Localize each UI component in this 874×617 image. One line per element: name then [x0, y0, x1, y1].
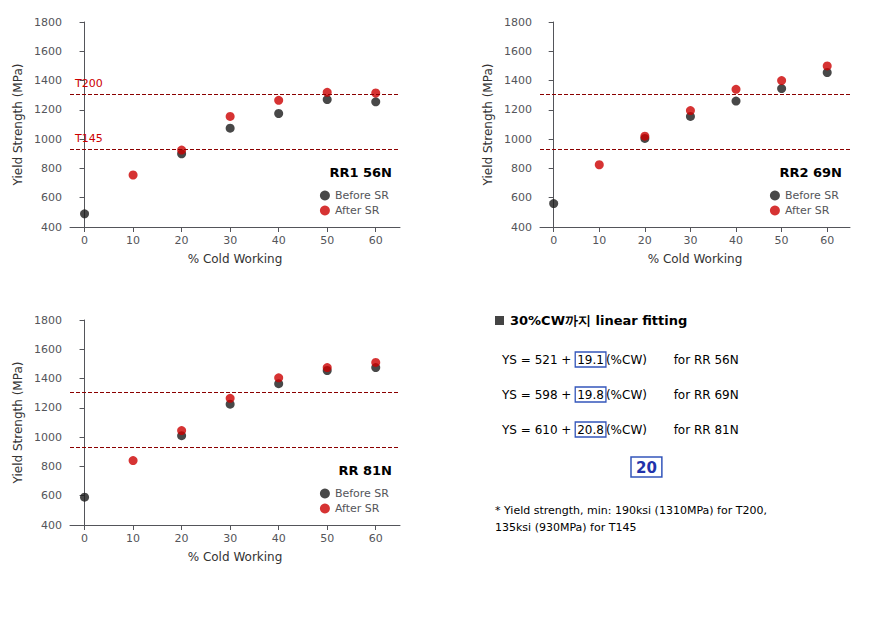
svg-text:RR 81N: RR 81N	[338, 463, 392, 478]
svg-text:60: 60	[820, 234, 834, 247]
svg-text:1600: 1600	[34, 343, 62, 356]
svg-text:1000: 1000	[34, 431, 62, 444]
svg-text:1800: 1800	[504, 16, 532, 29]
svg-text:400: 400	[511, 221, 532, 234]
svg-text:30: 30	[683, 234, 697, 247]
svg-text:YS = 521 +: YS = 521 +	[501, 353, 575, 367]
svg-text:RR2 69N: RR2 69N	[779, 165, 842, 180]
svg-text:0: 0	[81, 234, 88, 247]
svg-text:20: 20	[636, 459, 657, 477]
svg-text:600: 600	[41, 191, 62, 204]
svg-text:Yield Strength (MPa): Yield Strength (MPa)	[481, 64, 495, 187]
svg-text:1800: 1800	[34, 16, 62, 29]
svg-text:(%CW) for RR 81N: (%CW) for RR 81N	[606, 423, 739, 437]
svg-text:YS = 610 +: YS = 610 +	[501, 423, 575, 437]
svg-text:600: 600	[41, 489, 62, 502]
svg-text:30: 30	[223, 532, 237, 545]
svg-text:0: 0	[81, 532, 88, 545]
svg-text:YS = 598 +: YS = 598 +	[501, 388, 575, 402]
svg-text:600: 600	[511, 191, 532, 204]
svg-text:% Cold Working: % Cold Working	[188, 550, 283, 564]
svg-text:Yield Strength (MPa): Yield Strength (MPa)	[11, 64, 25, 187]
svg-text:1600: 1600	[504, 45, 532, 58]
svg-text:* Yield strength, min: 190ksi: * Yield strength, min: 190ksi (1310MPa) …	[495, 504, 767, 517]
svg-text:60: 60	[369, 234, 383, 247]
svg-text:19.8: 19.8	[577, 388, 604, 402]
svg-text:40: 40	[729, 234, 743, 247]
svg-text:1600: 1600	[34, 45, 62, 58]
svg-text:After SR: After SR	[785, 204, 830, 217]
svg-text:1400: 1400	[504, 74, 532, 87]
svg-text:20.8: 20.8	[577, 423, 604, 437]
svg-text:1200: 1200	[34, 103, 62, 116]
svg-text:1000: 1000	[34, 133, 62, 146]
svg-text:60: 60	[369, 532, 383, 545]
svg-text:30: 30	[223, 234, 237, 247]
svg-text:(%CW) for RR 56N: (%CW) for RR 56N	[606, 353, 739, 367]
svg-text:1400: 1400	[34, 74, 62, 87]
svg-text:% Cold Working: % Cold Working	[188, 252, 283, 266]
svg-text:1200: 1200	[504, 103, 532, 116]
svg-text:1800: 1800	[34, 314, 62, 327]
svg-text:800: 800	[511, 162, 532, 175]
svg-text:10: 10	[592, 234, 606, 247]
svg-text:(%CW) for RR 69N: (%CW) for RR 69N	[606, 388, 739, 402]
svg-text:T200: T200	[74, 77, 103, 90]
svg-text:Before SR: Before SR	[785, 189, 839, 202]
svg-text:800: 800	[41, 162, 62, 175]
svg-text:% Cold Working: % Cold Working	[648, 252, 743, 266]
svg-text:40: 40	[272, 234, 286, 247]
svg-text:Before SR: Before SR	[335, 487, 389, 500]
svg-text:1400: 1400	[34, 372, 62, 385]
svg-text:0: 0	[550, 234, 557, 247]
svg-text:19.1: 19.1	[577, 353, 604, 367]
svg-text:800: 800	[41, 460, 62, 473]
svg-text:20: 20	[175, 234, 189, 247]
svg-text:After SR: After SR	[335, 502, 380, 515]
svg-text:40: 40	[272, 532, 286, 545]
svg-text:10: 10	[126, 234, 140, 247]
svg-text:Before SR: Before SR	[335, 189, 389, 202]
svg-text:50: 50	[320, 234, 334, 247]
svg-text:400: 400	[41, 519, 62, 532]
svg-text:Yield Strength (MPa): Yield Strength (MPa)	[11, 362, 25, 485]
svg-text:10: 10	[126, 532, 140, 545]
svg-text:400: 400	[41, 221, 62, 234]
svg-text:After SR: After SR	[335, 204, 380, 217]
svg-text:20: 20	[638, 234, 652, 247]
svg-text:30%CW까지 linear fitting: 30%CW까지 linear fitting	[510, 313, 687, 328]
svg-text:RR1 56N: RR1 56N	[329, 165, 392, 180]
svg-text:50: 50	[775, 234, 789, 247]
svg-text:50: 50	[320, 532, 334, 545]
svg-text:1000: 1000	[504, 133, 532, 146]
svg-text:135ksi (930MPa) for T145: 135ksi (930MPa) for T145	[495, 521, 636, 534]
svg-text:20: 20	[175, 532, 189, 545]
svg-text:T145: T145	[74, 132, 103, 145]
svg-text:1200: 1200	[34, 401, 62, 414]
